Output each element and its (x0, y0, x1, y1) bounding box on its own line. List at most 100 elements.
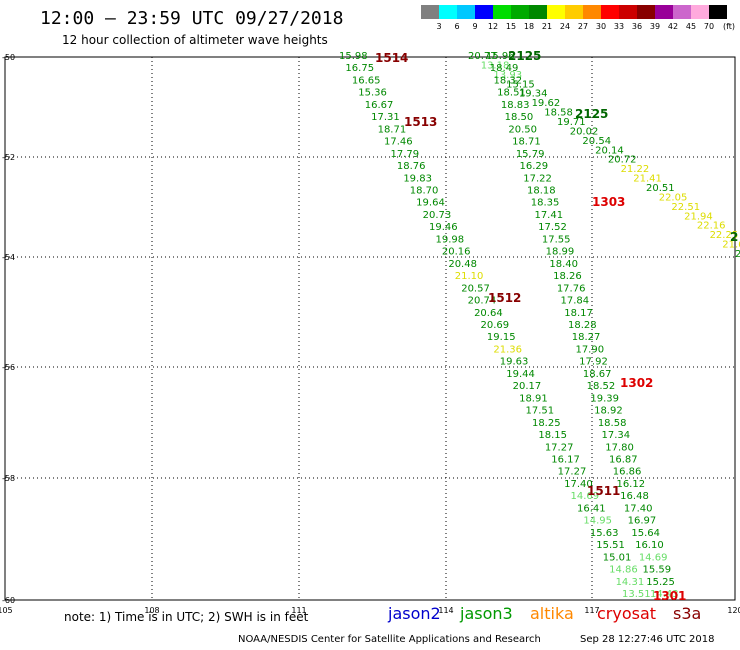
color-swatch (529, 5, 547, 19)
track-value: 18.15 (538, 430, 567, 441)
note-text: note: 1) Time is in UTC; 2) SWH is in fe… (64, 610, 309, 624)
track-value: 17.31 (371, 112, 400, 123)
track-value: 18.28 (568, 320, 597, 331)
color-scale-label: 42 (667, 22, 679, 31)
color-swatch (619, 5, 637, 19)
color-scale-label: 45 (685, 22, 697, 31)
track-value: 19.63 (500, 357, 529, 368)
track-value: 20.64 (474, 308, 503, 319)
track-value: 19.83 (403, 173, 432, 184)
color-swatch (439, 5, 457, 19)
track-value: 20.51 (646, 183, 675, 194)
track-value: 19.71 (557, 117, 586, 128)
track-value: 18.70 (410, 186, 439, 197)
track-value: 18.49 (490, 63, 519, 74)
color-scale-label: 21 (541, 22, 553, 31)
track-value: 20.16 (442, 247, 471, 258)
y-tick-label: -54 (2, 253, 15, 262)
track-values: 15.9816.7516.6515.3616.6717.3118.7117.46… (339, 51, 740, 600)
track-value: 13.51 (622, 589, 651, 600)
track-value: 18.52 (587, 381, 616, 392)
y-tick-label: -60 (2, 596, 15, 605)
track-value: 18.92 (594, 406, 623, 417)
track-value: 16.87 (609, 455, 638, 466)
x-tick-label: 111 (291, 606, 306, 615)
track-value: 17.34 (602, 430, 631, 441)
track-value: 21.60 (722, 240, 740, 251)
color-scale-label: 6 (454, 22, 460, 31)
color-scale-label: 39 (649, 22, 661, 31)
track-value: 18.71 (378, 124, 407, 135)
track-value: 15.51 (596, 540, 625, 551)
track-value: 15.79 (516, 149, 545, 160)
track-value: 17.27 (558, 467, 587, 478)
track-value: 20.50 (508, 124, 537, 135)
color-swatch (601, 5, 619, 19)
track-id-tag: 2125 (508, 49, 541, 63)
track-value: 18.32 (493, 75, 522, 86)
track-value: 17.51 (526, 406, 555, 417)
color-scale-label: 70 (703, 22, 715, 31)
track-value: 16.12 (616, 479, 645, 490)
track-value: 19.62 (532, 98, 561, 109)
track-value: 16.10 (635, 540, 664, 551)
track-value: 19.34 (519, 89, 548, 100)
track-id-tag: 1303 (592, 195, 625, 209)
footer-timestamp: Sep 28 12:27:46 UTC 2018 (580, 634, 715, 645)
x-tick-label: 108 (144, 606, 159, 615)
track-value: 15.25 (646, 577, 675, 588)
track-value: 17.41 (534, 210, 563, 221)
track-value: 20.73 (423, 210, 452, 221)
track-value: 17.90 (575, 344, 604, 355)
track-value: 17.79 (390, 149, 419, 160)
color-swatch (637, 5, 655, 19)
track-value: 16.48 (620, 491, 649, 502)
track-value: 18.76 (397, 161, 426, 172)
track-value: 21.41 (633, 174, 662, 185)
track-id-tag: 2 (730, 230, 738, 244)
track-value: 17.22 (523, 173, 552, 184)
track-value: 18.99 (546, 247, 575, 258)
legend-cryosat: cryosat (597, 604, 657, 623)
track-value: 18.18 (527, 186, 556, 197)
track-value: 20.48 (448, 259, 477, 270)
track-value: 18.51 (497, 88, 526, 99)
track-value: 21.22 (621, 164, 650, 175)
track-value: 18.58 (598, 418, 627, 429)
track-value: 15.64 (631, 528, 660, 539)
track-value: 18.35 (531, 198, 560, 209)
track-id-tag: 1301 (653, 589, 686, 603)
color-scale-label: 18 (523, 22, 535, 31)
color-scale-label: 24 (559, 22, 571, 31)
track-value: 16.97 (628, 516, 657, 527)
track-value: 20.54 (582, 136, 611, 147)
track-id-tag: 1511 (587, 484, 620, 498)
track-value: 15.01 (603, 552, 632, 563)
track-value: 17.46 (384, 137, 413, 148)
track-value: 20.74 (468, 296, 497, 307)
color-scale-label: 27 (577, 22, 589, 31)
color-swatch (673, 5, 691, 19)
track-value: 20.57 (461, 283, 490, 294)
track-id-tag: 1514 (375, 51, 408, 65)
track-value: 19.46 (429, 222, 458, 233)
track-value: 21.94 (684, 211, 713, 222)
y-tick-label: -58 (2, 474, 15, 483)
track-value: 17.52 (538, 222, 567, 233)
track-value: 19.15 (487, 332, 516, 343)
track-id-tag: 1512 (488, 291, 521, 305)
track-value: 17.27 (545, 442, 574, 453)
track-value: 14.69 (639, 552, 668, 563)
track-value: 15.59 (643, 565, 672, 576)
track-value: 17.40 (624, 503, 653, 514)
track-value: 16.65 (352, 75, 381, 86)
track-value: 19.39 (590, 393, 619, 404)
track-value: 15.15 (506, 79, 535, 90)
map-title: 12:00 – 23:59 UTC 09/27/2018 (40, 8, 344, 29)
color-swatch (511, 5, 529, 19)
footer-credit: NOAA/NESDIS Center for Satellite Applica… (238, 634, 541, 645)
map-subtitle: 12 hour collection of altimeter wave hei… (62, 33, 328, 47)
track-value: 16.41 (577, 503, 606, 514)
track-value: 14.86 (609, 565, 638, 576)
